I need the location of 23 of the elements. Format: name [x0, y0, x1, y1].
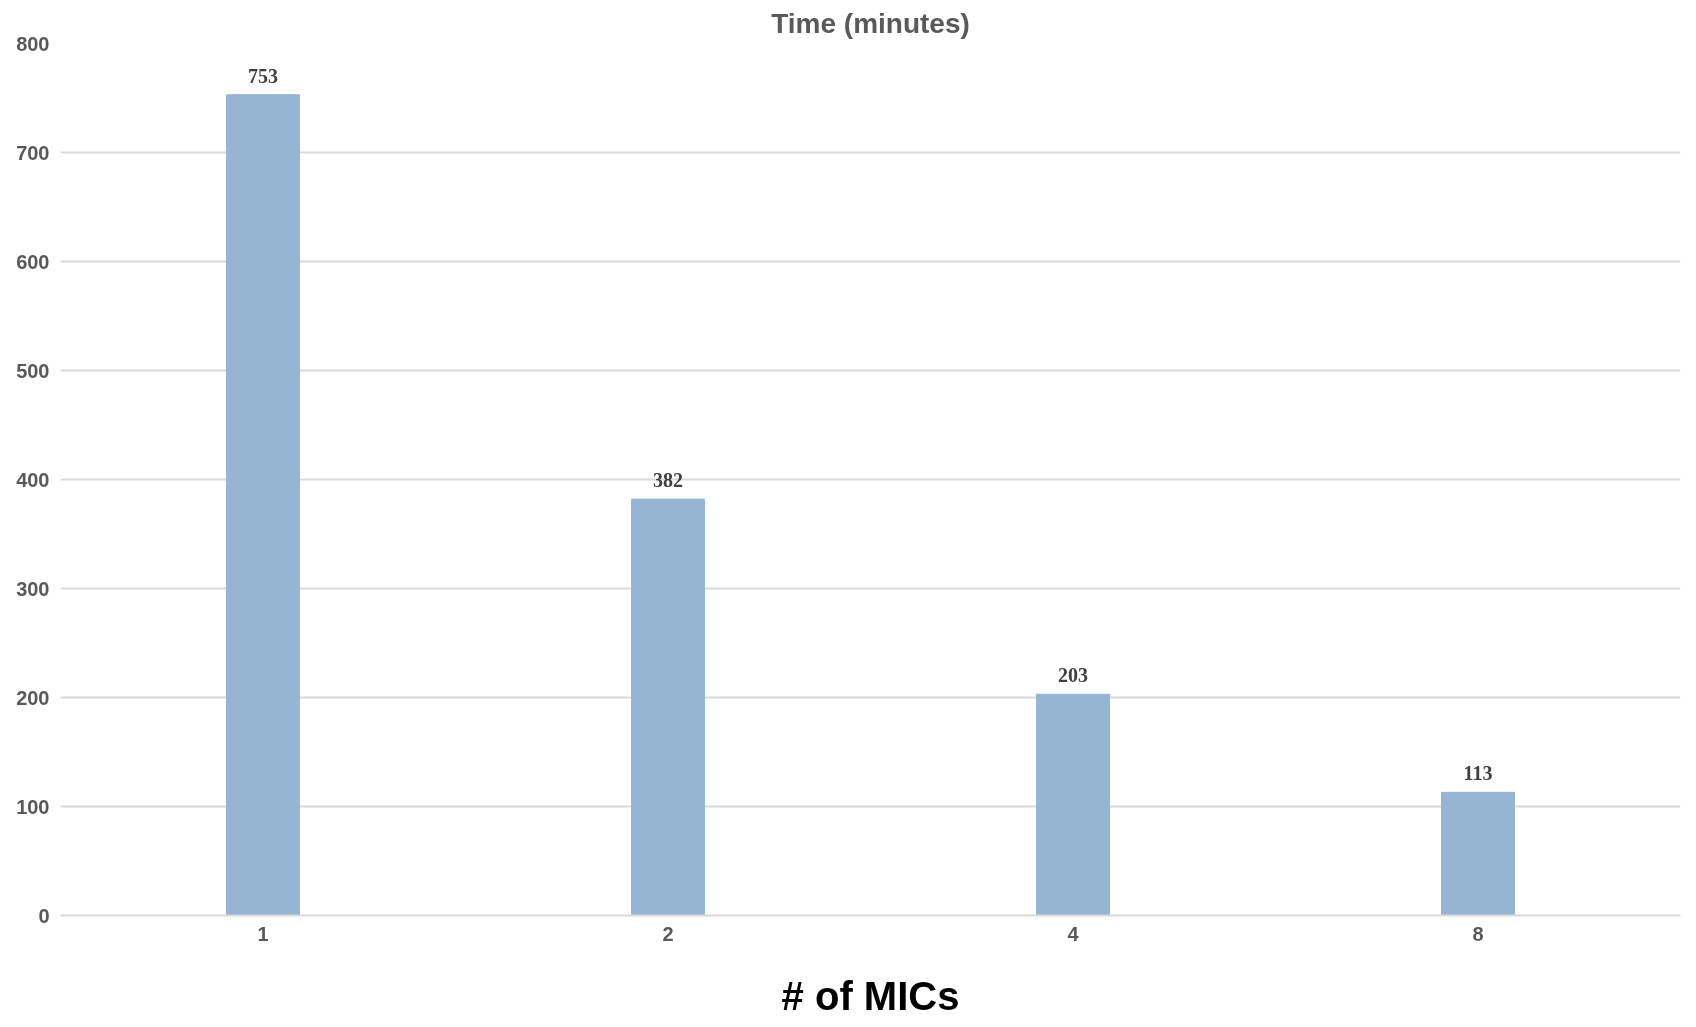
x-axis-title: # of MICs — [781, 973, 960, 1018]
y-tick-label: 400 — [16, 468, 50, 491]
bar — [1441, 791, 1515, 916]
y-tick-label: 100 — [16, 795, 50, 818]
bar — [1036, 693, 1110, 916]
x-tick-label: 1 — [257, 922, 269, 945]
bar — [226, 94, 300, 916]
x-tick-label: 4 — [1067, 922, 1080, 945]
chart-title: Time (minutes) — [771, 7, 970, 39]
y-tick-label: 500 — [16, 359, 50, 382]
data-label: 753 — [248, 64, 278, 87]
x-tick-label: 8 — [1472, 922, 1484, 945]
y-tick-label: 800 — [16, 32, 50, 55]
y-tick-label: 200 — [16, 686, 50, 709]
bar — [631, 498, 705, 916]
y-tick-label: 300 — [16, 577, 50, 600]
x-tick-label: 2 — [662, 922, 674, 945]
data-label: 382 — [653, 469, 683, 492]
data-label: 203 — [1058, 664, 1088, 687]
y-tick-label: 0 — [38, 904, 50, 927]
data-label: 113 — [1463, 762, 1493, 785]
y-tick-label: 700 — [16, 141, 50, 164]
y-tick-label: 600 — [16, 250, 50, 273]
